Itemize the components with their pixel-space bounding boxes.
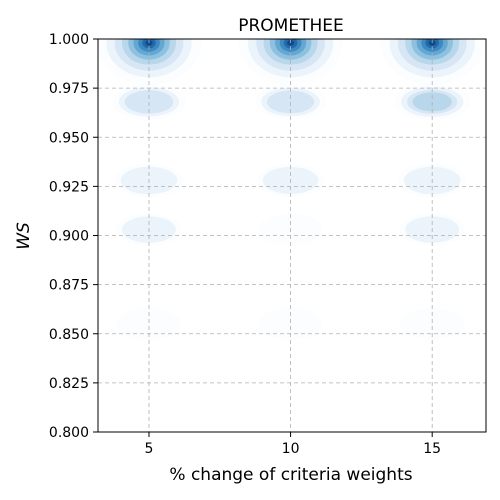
y-axis-label: WS — [14, 222, 34, 250]
density-contour-x5 — [124, 90, 174, 114]
y-tick-label: 0.850 — [49, 327, 89, 343]
y-tick-label: 0.800 — [49, 425, 89, 441]
y-tick-label: 0.925 — [49, 179, 89, 195]
y-tick-label: 0.900 — [49, 229, 89, 245]
density-contour-x15 — [412, 92, 452, 112]
y-tick-label: 0.825 — [49, 376, 89, 392]
x-tick-label: 5 — [145, 441, 154, 457]
density-contour-x10 — [258, 308, 323, 340]
axes: 5 10 15 0.800 0.825 0.850 0.875 0.900 0.925 0.950… — [49, 32, 441, 457]
y-tick-label: 0.875 — [49, 278, 89, 294]
x-tick-label: 15 — [423, 441, 441, 457]
density-contours — [98, 39, 485, 340]
density-contour-x10 — [267, 90, 315, 114]
density-contour-x15 — [400, 308, 465, 340]
y-tick-label: 0.975 — [49, 81, 89, 97]
chart-title: PROMETHEE — [238, 16, 344, 36]
x-tick-label: 10 — [282, 441, 300, 457]
x-axis-label: % change of criteria weights — [169, 465, 412, 485]
density-contour-x5 — [116, 308, 182, 340]
y-tick-label: 0.950 — [49, 130, 89, 146]
y-tick-label: 1.000 — [49, 32, 89, 48]
